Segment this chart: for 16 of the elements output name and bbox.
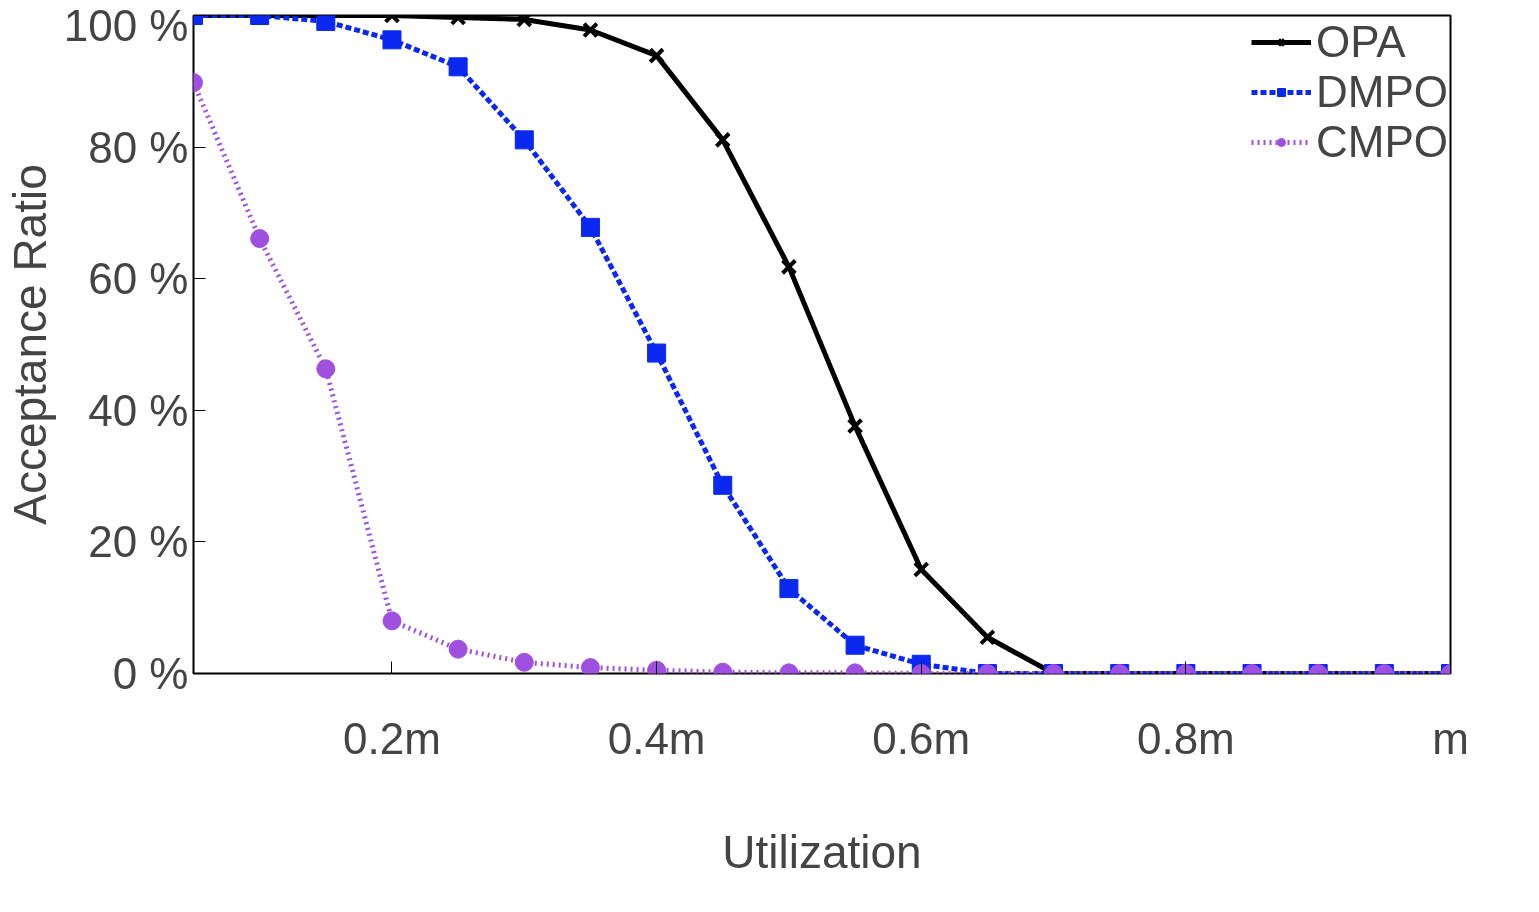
x-tick-label: 0.4m bbox=[607, 713, 706, 763]
x-tick-label: 0.8m bbox=[1136, 713, 1235, 763]
x-tick-label: m bbox=[1432, 713, 1469, 763]
y-tick-label: 80 % bbox=[88, 122, 189, 172]
y-tick-label: 20 % bbox=[88, 517, 189, 567]
y-tick-label: 40 % bbox=[88, 385, 189, 435]
legend-label: OPA bbox=[1316, 17, 1406, 67]
legend-label: DMPO bbox=[1316, 67, 1448, 117]
x-tick-label: 0.6m bbox=[872, 713, 971, 763]
legend-label: CMPO bbox=[1316, 117, 1448, 167]
y-tick-label: 60 % bbox=[88, 254, 189, 304]
y-tick-label: 100 % bbox=[63, 0, 189, 50]
y-tick-label: 0 % bbox=[112, 649, 189, 698]
y-axis-title: Acceptance Ratio bbox=[3, 164, 56, 525]
x-tick-label: 0.2m bbox=[343, 713, 441, 763]
x-axis-title: Utilization bbox=[722, 825, 922, 878]
